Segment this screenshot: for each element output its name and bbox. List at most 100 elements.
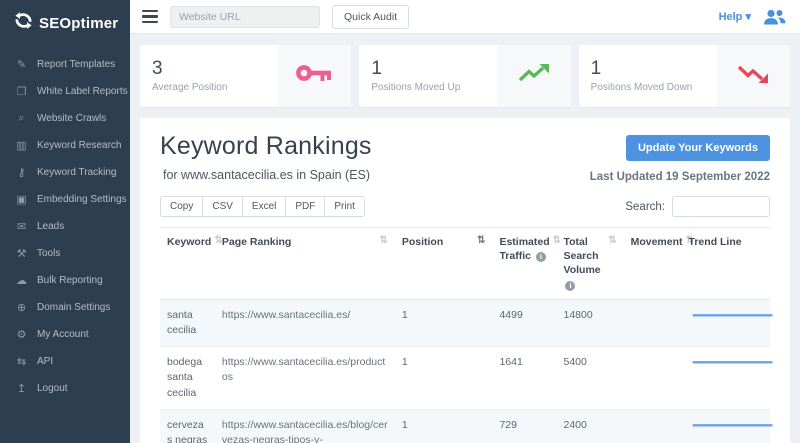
movement-cell [624, 347, 682, 410]
export-csv-button[interactable]: CSV [202, 196, 243, 217]
page-url-link[interactable]: https://www.santacecilia.es/blog/cerveza… [222, 419, 388, 443]
sidebar-item-label: Bulk Reporting [37, 275, 103, 286]
sidebar-item-tools[interactable]: ⚒ Tools [0, 240, 130, 267]
column-header-position[interactable]: Position⇅ [395, 228, 493, 300]
seoptimer-logo[interactable]: SEOptimer [0, 0, 130, 47]
sidebar-item-website-crawls[interactable]: ⌕Website Crawls [0, 105, 130, 132]
sidebar-item-embedding-settings[interactable]: ▣Embedding Settings [0, 186, 130, 213]
sidebar-item-api[interactable]: ⇆API [0, 348, 130, 375]
key-icon [296, 62, 333, 90]
positions-moved-down-value: 1 [591, 59, 705, 80]
sort-icon-active: ⇅ [477, 235, 485, 246]
export-pdf-button[interactable]: PDF [285, 196, 325, 217]
card-positions-moved-down: 1 Positions Moved Down [579, 45, 790, 107]
column-header-estimated-traffic[interactable]: Estimated Traffic i⇅ [492, 228, 556, 300]
info-icon: i [536, 252, 546, 262]
topbar: Quick Audit Help ▾ [130, 0, 800, 34]
sidebar-item-keyword-tracking[interactable]: ⚷Keyword Tracking [0, 159, 130, 186]
sidebar-item-label: My Account [37, 329, 89, 340]
page-ranking-cell: https://www.santacecilia.es/blog/cerveza… [215, 409, 395, 443]
main-column: Quick Audit Help ▾ 3 Average Positio [130, 0, 800, 443]
page-ranking-cell: https://www.santacecilia.es/productos [215, 347, 395, 410]
keyword-rankings-panel: Keyword Rankings for www.santacecilia.es… [140, 118, 790, 443]
page-ranking-cell: https://www.santacecilia.es/ [215, 299, 395, 346]
sidebar: SEOptimer ✎ Report Templates ❐ White Label … [0, 0, 130, 443]
white-label-reports-icon: ❐ [15, 85, 28, 98]
card-positions-moved-up: 1 Positions Moved Up [359, 45, 570, 107]
search-volume-cell: 5400 [556, 347, 623, 410]
export-button-group: CopyCSVExcelPDFPrint [160, 196, 365, 217]
bulk-reporting-icon: ☁ [15, 274, 28, 287]
column-header-movement[interactable]: Movement⇅ [624, 228, 682, 300]
tools-icon: ⚒ [15, 247, 28, 260]
sidebar-item-domain-settings[interactable]: ⊕ Domain Settings [0, 294, 130, 321]
content-area: 3 Average Position [130, 34, 800, 443]
estimated-traffic-cell: 1641 [492, 347, 556, 410]
domain-settings-icon: ⊕ [15, 301, 28, 314]
estimated-traffic-cell: 4499 [492, 299, 556, 346]
update-your-keywords-button[interactable]: Update Your Keywords [626, 135, 770, 161]
trend-sparkline [689, 355, 763, 377]
seoptimer-logo-icon [14, 11, 33, 35]
sidebar-item-white-label-reports[interactable]: ❐ White Label Reports [0, 78, 130, 105]
trend-sparkline [689, 418, 763, 440]
sidebar-item-label: White Label Reports [37, 86, 128, 97]
page-subtitle: for www.santacecilia.es in Spain (ES) [163, 168, 372, 182]
trend-line-cell [682, 299, 770, 346]
sidebar-item-leads[interactable]: ✉ Leads [0, 213, 130, 240]
page-url-link[interactable]: https://www.santacecilia.es/productos [222, 356, 385, 383]
trend-down-icon [737, 62, 769, 90]
sidebar-item-logout[interactable]: ↥ Logout [0, 375, 130, 402]
position-cell: 1 [395, 299, 493, 346]
keyword-cell: cervezas negras [160, 409, 215, 443]
sidebar-item-label: Logout [37, 383, 68, 394]
report-templates-icon: ✎ [15, 58, 28, 71]
page-title: Keyword Rankings [160, 132, 372, 161]
positions-moved-up-label: Positions Moved Up [371, 82, 485, 93]
position-cell: 1 [395, 347, 493, 410]
logout-icon: ↥ [15, 382, 28, 395]
quick-audit-button[interactable]: Quick Audit [332, 5, 409, 29]
position-cell: 1 [395, 409, 493, 443]
trend-up-icon [518, 62, 550, 90]
keyword-rankings-table: Keyword⇅ Page Ranking⇅ Position⇅ Estimat… [160, 227, 770, 443]
sidebar-item-label: Leads [37, 221, 64, 232]
sidebar-item-label: Tools [37, 248, 60, 259]
chevron-down-icon: ▾ [745, 11, 751, 23]
hamburger-menu-icon[interactable] [142, 10, 158, 24]
keyword-cell: santa cecilia [160, 299, 215, 346]
keyword-tracking-icon: ⚷ [15, 166, 28, 179]
sidebar-item-my-account[interactable]: ⚙ My Account [0, 321, 130, 348]
positions-moved-up-value: 1 [371, 59, 485, 80]
seoptimer-logo-text: SEOptimer [39, 15, 118, 32]
website-url-input[interactable] [170, 6, 320, 28]
sidebar-item-bulk-reporting[interactable]: ☁ Bulk Reporting [0, 267, 130, 294]
trend-sparkline [689, 308, 763, 330]
page-url-link[interactable]: https://www.santacecilia.es/ [222, 309, 350, 321]
export-copy-button[interactable]: Copy [160, 196, 203, 217]
estimated-traffic-cell: 729 [492, 409, 556, 443]
table-header-row: Keyword⇅ Page Ranking⇅ Position⇅ Estimat… [160, 228, 770, 300]
sidebar-item-label: Embedding Settings [37, 194, 127, 205]
help-menu[interactable]: Help ▾ [719, 10, 751, 23]
average-position-label: Average Position [152, 82, 266, 93]
sidebar-item-label: API [37, 356, 53, 367]
export-excel-button[interactable]: Excel [242, 196, 286, 217]
column-header-page-ranking[interactable]: Page Ranking⇅ [215, 228, 395, 300]
export-print-button[interactable]: Print [324, 196, 365, 217]
table-toolbar: CopyCSVExcelPDFPrint Search: [160, 196, 770, 217]
sidebar-item-report-templates[interactable]: ✎ Report Templates [0, 51, 130, 78]
sidebar-item-label: Domain Settings [37, 302, 110, 313]
search-volume-cell: 14800 [556, 299, 623, 346]
sidebar-item-keyword-research[interactable]: ▥Keyword Research [0, 132, 130, 159]
table-row: santa cecilia https://www.santacecilia.e… [160, 299, 770, 346]
column-header-total-search-volume[interactable]: Total Search Volume i⇅ [556, 228, 623, 300]
table-search-input[interactable] [672, 196, 770, 217]
user-account-icon[interactable] [763, 9, 786, 25]
table-row: bodega santa cecilia https://www.santace… [160, 347, 770, 410]
column-header-keyword[interactable]: Keyword⇅ [160, 228, 215, 300]
leads-icon: ✉ [15, 220, 28, 233]
sidebar-item-label: Website Crawls [37, 113, 106, 124]
my-account-icon: ⚙ [15, 328, 28, 341]
sidebar-item-label: Report Templates [37, 59, 115, 70]
